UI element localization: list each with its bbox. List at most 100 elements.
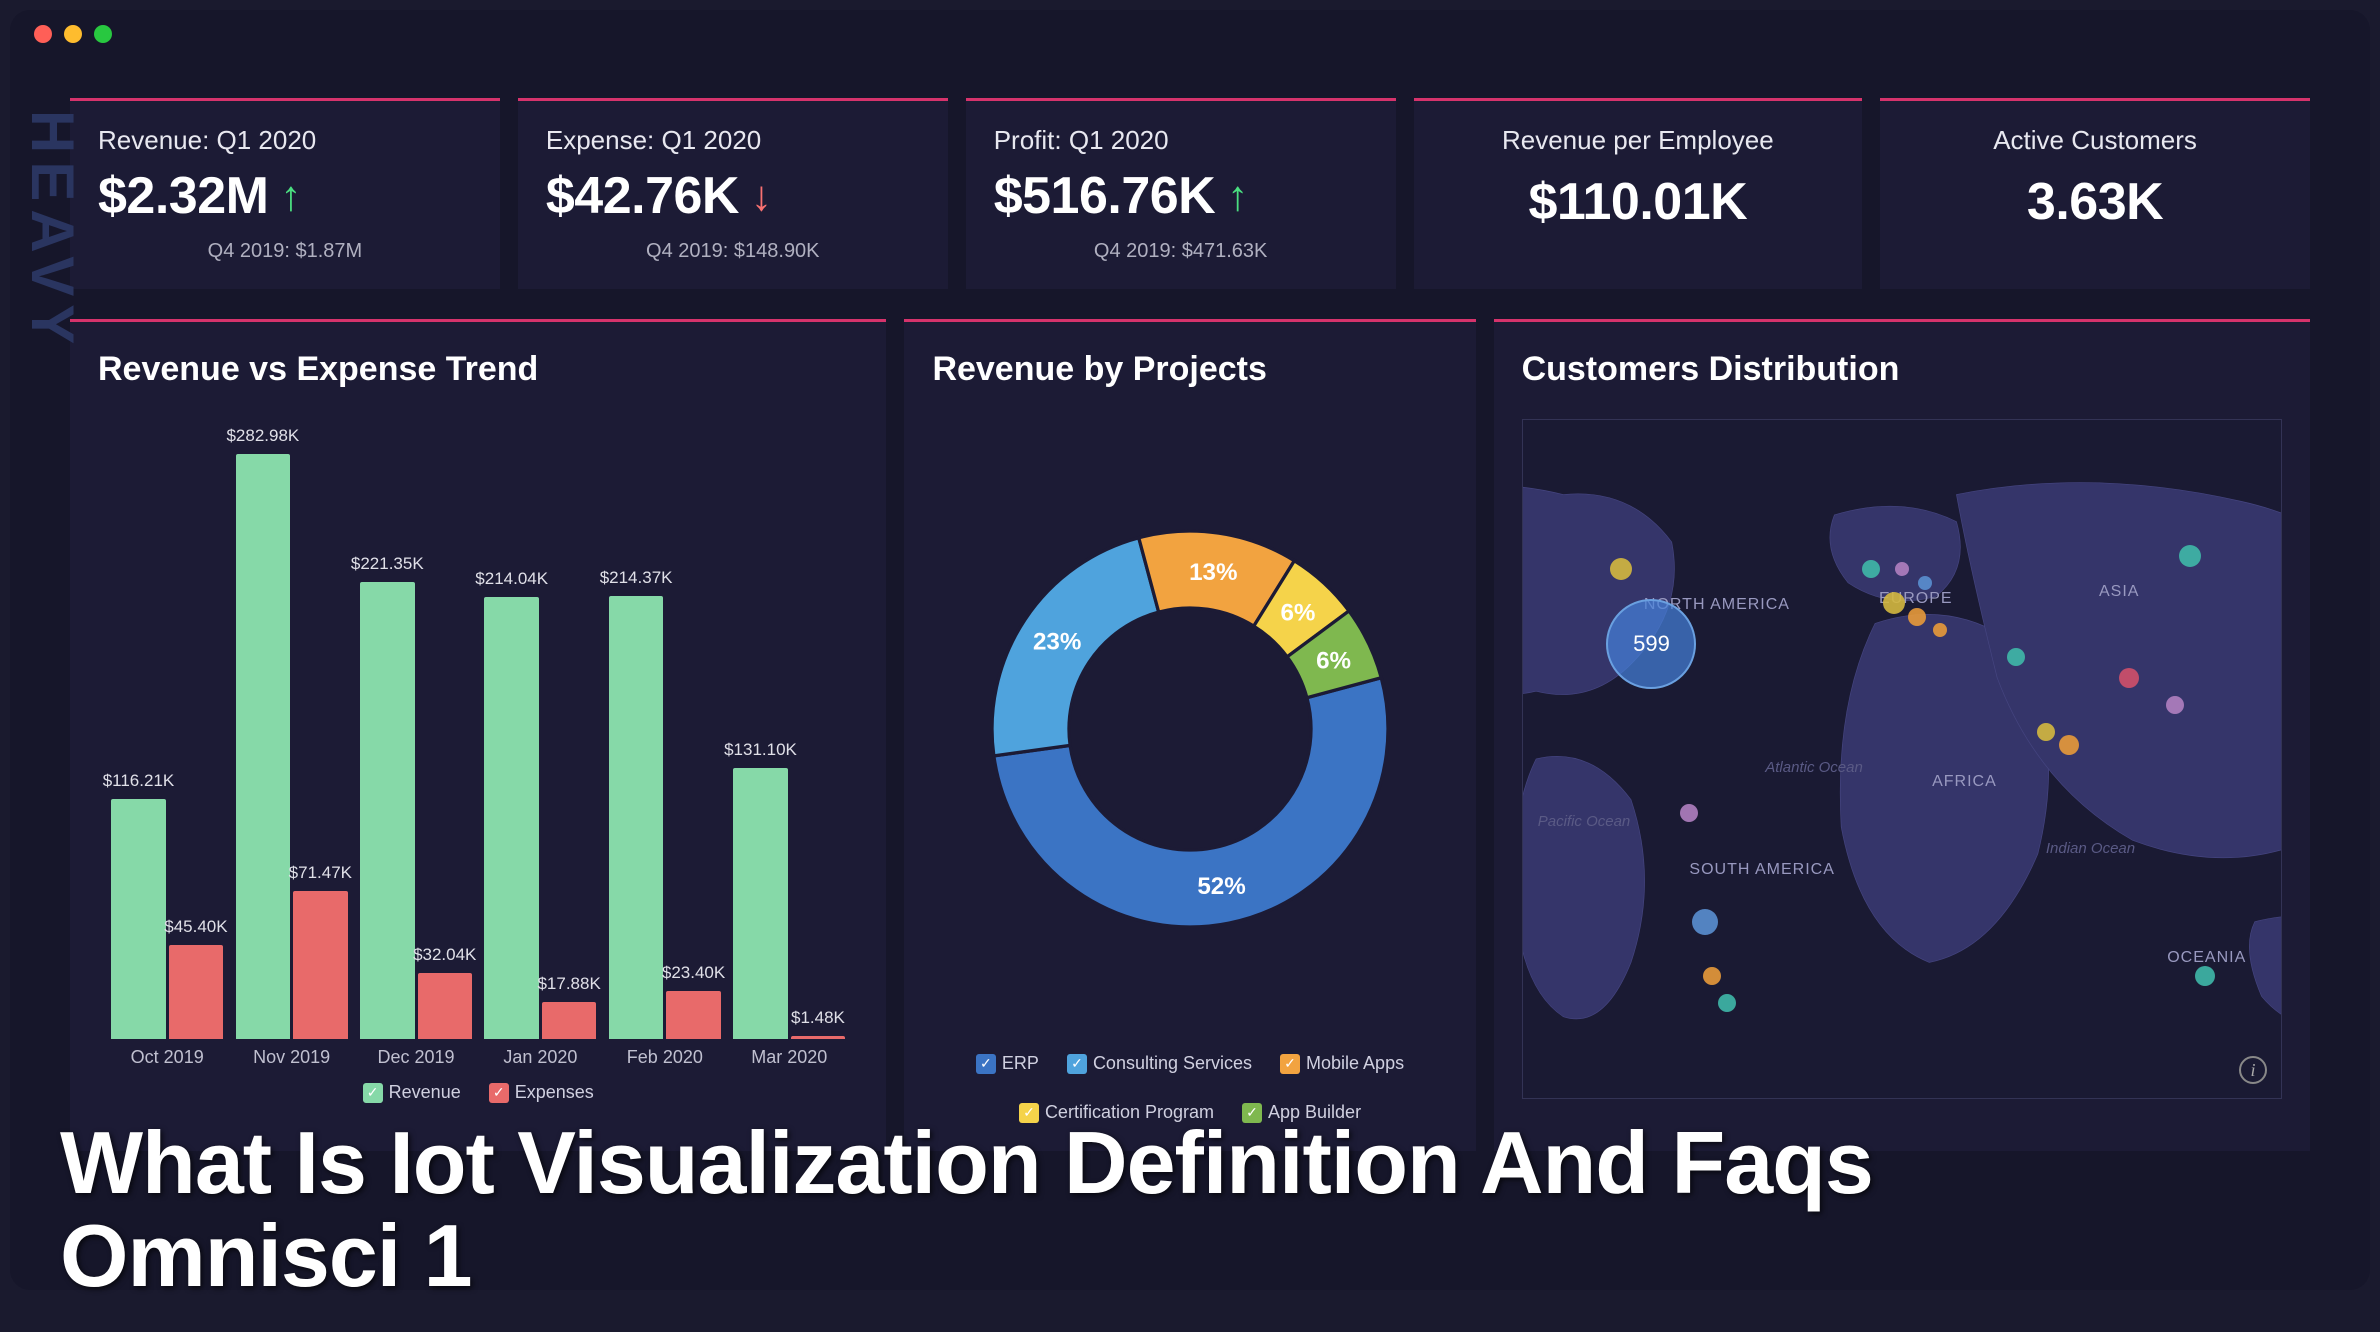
expense-bar[interactable]: $23.40K (666, 991, 720, 1039)
titlebar (10, 10, 2370, 58)
map-data-point[interactable] (2037, 723, 2055, 741)
app-window: HEAVY Revenue: Q1 2020 $2.32M ↑ Q4 2019:… (10, 10, 2370, 1290)
revenue-bar[interactable]: $282.98K (236, 454, 290, 1039)
expense-bar[interactable]: $1.48K (791, 1036, 845, 1039)
bar-value-label: $17.88K (537, 974, 600, 994)
legend-label: Consulting Services (1093, 1053, 1252, 1074)
revenue-bar[interactable]: $131.10K (733, 768, 787, 1039)
map-data-point[interactable] (2059, 735, 2079, 755)
map-data-point[interactable] (2007, 648, 2025, 666)
revenue-bar[interactable]: $116.21K (111, 799, 165, 1039)
legend-item[interactable]: ✓ERP (976, 1053, 1039, 1074)
revenue-bar[interactable]: $221.35K (360, 582, 414, 1039)
legend-label: Revenue (389, 1082, 461, 1103)
arrow-down-icon: ↓ (751, 172, 772, 220)
continent-label: OCEANIA (2167, 949, 2246, 967)
slice-label: 52% (1197, 873, 1245, 900)
checkbox-icon: ✓ (489, 1083, 509, 1103)
legend-label: Expenses (515, 1082, 594, 1103)
map-svg (1523, 420, 2281, 1098)
window-close-button[interactable] (34, 25, 52, 43)
revenue-bar[interactable]: $214.37K (609, 596, 663, 1039)
bar-value-label: $32.04K (413, 945, 476, 965)
ocean-label: Atlantic Ocean (1765, 759, 1863, 776)
chart-title: Customers Distribution (1522, 350, 2282, 389)
map-data-point[interactable] (1883, 592, 1905, 614)
dashboard-content: Revenue: Q1 2020 $2.32M ↑ Q4 2019: $1.87… (10, 58, 2370, 1171)
kpi-title: Profit: Q1 2020 (994, 125, 1368, 156)
charts-row: Revenue vs Expense Trend $116.21K$45.40K… (70, 319, 2310, 1151)
map-cluster-point[interactable]: 599 (1606, 599, 1696, 689)
donut-chart-card[interactable]: Revenue by Projects 52%23%13%6%6% ✓ERP✓C… (904, 319, 1475, 1151)
continent-label: AFRICA (1932, 773, 1997, 791)
info-icon[interactable]: i (2239, 1056, 2267, 1084)
kpi-revenue[interactable]: Revenue: Q1 2020 $2.32M ↑ Q4 2019: $1.87… (70, 98, 500, 289)
map-data-point[interactable] (1918, 576, 1932, 590)
map-data-point[interactable] (2166, 696, 2184, 714)
map-data-point[interactable] (1862, 560, 1880, 578)
kpi-profit[interactable]: Profit: Q1 2020 $516.76K ↑ Q4 2019: $471… (966, 98, 1396, 289)
legend-item-expenses[interactable]: ✓ Expenses (489, 1082, 594, 1103)
kpi-rev-per-employee[interactable]: Revenue per Employee $110.01K (1414, 98, 1863, 289)
map-data-point[interactable] (1610, 558, 1632, 580)
bar-group: $214.04K$17.88K (481, 419, 599, 1039)
x-axis-label: Nov 2019 (232, 1047, 350, 1068)
map-chart-card[interactable]: Customers Distribution i (1494, 319, 2310, 1151)
checkbox-icon: ✓ (1280, 1054, 1300, 1074)
legend-item[interactable]: ✓Consulting Services (1067, 1053, 1252, 1074)
expense-bar[interactable]: $71.47K (293, 891, 347, 1039)
window-zoom-button[interactable] (94, 25, 112, 43)
bar-chart: $116.21K$45.40K$282.98K$71.47K$221.35K$3… (98, 419, 858, 1039)
donut-svg: 52%23%13%6%6% (970, 509, 1410, 949)
kpi-active-customers[interactable]: Active Customers 3.63K (1880, 98, 2310, 289)
ocean-label: Indian Ocean (2046, 840, 2135, 857)
x-axis-label: Oct 2019 (108, 1047, 226, 1068)
kpi-title: Active Customers (1908, 125, 2282, 156)
map-data-point[interactable] (1680, 804, 1698, 822)
legend-item-revenue[interactable]: ✓ Revenue (363, 1082, 461, 1103)
overlay-line2: Omnisci 1 (60, 1210, 1873, 1302)
map-data-point[interactable] (1933, 623, 1947, 637)
arrow-up-icon: ↑ (1227, 172, 1248, 220)
expense-bar[interactable]: $45.40K (169, 945, 223, 1039)
slice-label: 13% (1189, 559, 1237, 586)
arrow-up-icon: ↑ (280, 172, 301, 220)
window-minimize-button[interactable] (64, 25, 82, 43)
bar-value-label: $214.37K (600, 568, 673, 588)
map-data-point[interactable] (2179, 545, 2201, 567)
map-data-point[interactable] (1703, 967, 1721, 985)
legend-item[interactable]: ✓ Mobile Apps (1280, 1053, 1404, 1074)
trend-chart-card[interactable]: Revenue vs Expense Trend $116.21K$45.40K… (70, 319, 886, 1151)
bar-value-label: $282.98K (226, 426, 299, 446)
kpi-title: Revenue per Employee (1442, 125, 1835, 156)
map-data-point[interactable] (2119, 668, 2139, 688)
revenue-bar[interactable]: $214.04K (484, 597, 538, 1039)
map-data-point[interactable] (1908, 608, 1926, 626)
kpi-value: $2.32M (98, 166, 268, 226)
chart-title: Revenue by Projects (932, 350, 1447, 389)
chart-title: Revenue vs Expense Trend (98, 350, 858, 389)
expense-bar[interactable]: $17.88K (542, 1002, 596, 1039)
x-axis-label: Feb 2020 (606, 1047, 724, 1068)
bar-value-label: $131.10K (724, 740, 797, 760)
x-axis-label: Mar 2020 (730, 1047, 848, 1068)
bar-value-label: $45.40K (164, 917, 227, 937)
legend-label: ERP (1002, 1053, 1039, 1074)
kpi-expense[interactable]: Expense: Q1 2020 $42.76K ↓ Q4 2019: $148… (518, 98, 948, 289)
map-data-point[interactable] (1895, 562, 1909, 576)
slice-label: 6% (1280, 599, 1315, 626)
bar-group: $282.98K$71.47K (232, 419, 350, 1039)
map-data-point[interactable] (2195, 966, 2215, 986)
expense-bar[interactable]: $32.04K (418, 973, 472, 1039)
bar-group: $116.21K$45.40K (108, 419, 226, 1039)
bar-group: $221.35K$32.04K (357, 419, 475, 1039)
world-map[interactable]: i NORTH AMERICAEUROPEASIAAFRICASOUTH AME… (1522, 419, 2282, 1099)
kpi-title: Revenue: Q1 2020 (98, 125, 472, 156)
side-logo: HEAVY (18, 110, 87, 352)
map-data-point[interactable] (1718, 994, 1736, 1012)
trend-legend: ✓ Revenue ✓ Expenses (98, 1082, 858, 1103)
bar-value-label: $23.40K (662, 963, 725, 983)
legend-label: Mobile Apps (1306, 1053, 1404, 1074)
map-data-point[interactable] (1692, 909, 1718, 935)
kpi-sub: Q4 2019: $471.63K (994, 240, 1368, 263)
